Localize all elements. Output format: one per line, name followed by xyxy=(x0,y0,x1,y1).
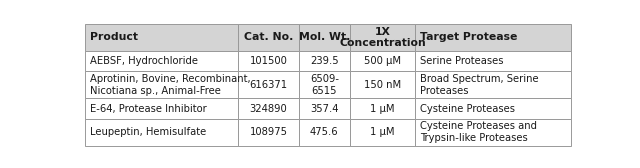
Bar xyxy=(238,24,299,51)
Bar xyxy=(299,119,350,146)
Bar xyxy=(85,98,238,119)
Bar xyxy=(350,71,415,98)
Bar xyxy=(238,98,299,119)
Bar xyxy=(85,51,238,71)
Bar xyxy=(415,71,571,98)
Bar xyxy=(350,119,415,146)
Text: Cat. No.: Cat. No. xyxy=(244,32,293,42)
Text: Serine Proteases: Serine Proteases xyxy=(420,56,504,66)
Text: Target Protease: Target Protease xyxy=(420,32,518,42)
Bar xyxy=(299,51,350,71)
Bar xyxy=(415,98,571,119)
Bar xyxy=(299,71,350,98)
Text: Aprotinin, Bovine, Recombinant,
Nicotiana sp., Animal-Free: Aprotinin, Bovine, Recombinant, Nicotian… xyxy=(90,74,250,96)
Bar xyxy=(85,24,238,51)
Bar xyxy=(415,119,571,146)
Text: Mol. Wt.: Mol. Wt. xyxy=(299,32,350,42)
Bar xyxy=(415,51,571,71)
Text: 357.4: 357.4 xyxy=(310,103,339,114)
Text: 6509-
6515: 6509- 6515 xyxy=(310,74,339,96)
Bar xyxy=(238,71,299,98)
Text: 475.6: 475.6 xyxy=(310,127,339,137)
Bar xyxy=(299,24,350,51)
Text: 616371: 616371 xyxy=(250,80,287,90)
Text: 500 μM: 500 μM xyxy=(364,56,401,66)
Text: Product: Product xyxy=(90,32,138,42)
Text: 108975: 108975 xyxy=(250,127,287,137)
Bar xyxy=(299,98,350,119)
Text: 1 μM: 1 μM xyxy=(371,127,395,137)
Bar xyxy=(85,71,238,98)
Text: 324890: 324890 xyxy=(250,103,287,114)
Text: Leupeptin, Hemisulfate: Leupeptin, Hemisulfate xyxy=(90,127,206,137)
Text: Broad Spectrum, Serine
Proteases: Broad Spectrum, Serine Proteases xyxy=(420,74,539,96)
Bar xyxy=(415,24,571,51)
Text: 239.5: 239.5 xyxy=(310,56,339,66)
Bar xyxy=(238,51,299,71)
Text: Cysteine Proteases: Cysteine Proteases xyxy=(420,103,515,114)
Text: E-64, Protease Inhibitor: E-64, Protease Inhibitor xyxy=(90,103,207,114)
Text: 101500: 101500 xyxy=(250,56,287,66)
Text: 1X
Concentration: 1X Concentration xyxy=(339,27,426,48)
Text: AEBSF, Hydrochloride: AEBSF, Hydrochloride xyxy=(90,56,198,66)
Text: 150 nM: 150 nM xyxy=(364,80,401,90)
Text: Cysteine Proteases and
Trypsin-like Proteases: Cysteine Proteases and Trypsin-like Prot… xyxy=(420,121,538,143)
Bar xyxy=(350,51,415,71)
Bar xyxy=(85,119,238,146)
Bar xyxy=(350,98,415,119)
Text: 1 μM: 1 μM xyxy=(371,103,395,114)
Bar xyxy=(238,119,299,146)
Bar xyxy=(350,24,415,51)
